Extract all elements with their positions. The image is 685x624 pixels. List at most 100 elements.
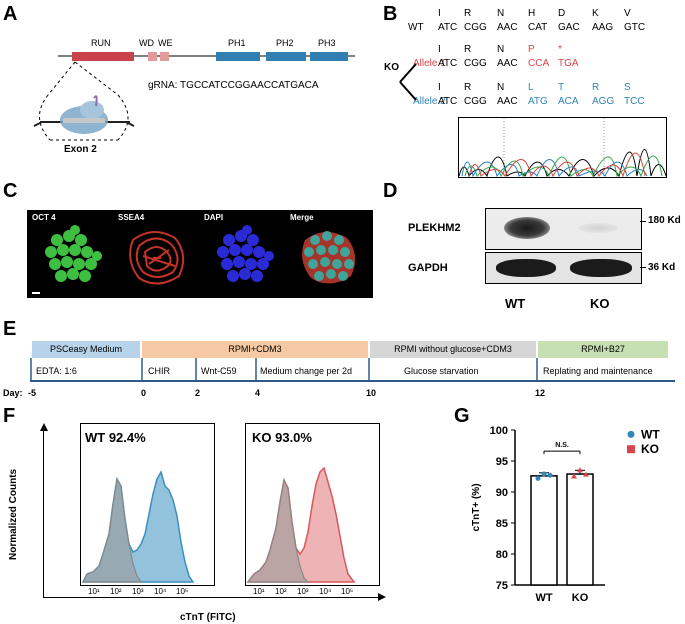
g-xlabel-KO: KO [572,592,589,604]
step-wnt: Wnt-C59 [201,366,237,376]
panel-label-g: G [454,405,470,427]
stage-no-glucose: RPMI without glucose+CDM3 [370,341,536,358]
step-replating: Replating and maintenance [543,366,653,376]
exon-label: Exon 2 [64,144,97,155]
a2-aa-5: R [592,82,600,93]
a2-codon-4: ACA [558,96,579,107]
ph1-domain [216,52,260,61]
wt-codon-4: GAC [558,22,580,33]
a2-aa-2: N [497,82,505,93]
ssea4-label: SSEA4 [118,213,145,222]
g-xlabel-WT: WT [535,592,552,604]
wt-percent: WT 92.4% [85,430,146,445]
g-ylabel: cTnT+ (%) [471,483,482,531]
dapi-label: DAPI [204,213,224,222]
a1-aa-3: P [528,44,535,55]
a1-aa-2: N [497,44,505,55]
wt-codon-3: CAT [528,22,548,33]
f-tick-1-1: 10² [275,587,287,596]
panel-label-a: A [3,3,18,25]
g-ytick-label-4: 95 [496,456,508,468]
f-tick-0-0: 10¹ [88,587,100,596]
wt-aa-3: H [528,8,536,19]
panel-a-diagram [33,52,355,141]
day-2: 2 [195,388,201,398]
a2-aa-0: I [438,82,441,93]
g-ytick-label-3: 90 [496,487,508,499]
plekhm2-label: PLEKHM2 [408,222,461,234]
g-point-WT-0 [535,475,541,481]
a1-codon-0: ATC [438,58,458,69]
ko-percent: KO 93.0% [252,430,312,445]
step-medium-change: Medium change per 2d [260,366,353,376]
stage-rpmi-cdm3: RPMI+CDM3 [142,341,368,358]
g-point-WT-2 [547,472,553,478]
g-legend-ko-marker [627,445,635,454]
stage-b27: RPMI+B27 [538,341,668,358]
ph3-label: PH3 [318,38,336,48]
a1-codon-4: TGA [558,58,579,69]
f-tick-1-2: 10³ [297,587,309,596]
run-domain [72,52,134,61]
allele1-label: Allele 1 [413,58,446,69]
day-minus5: -5 [28,388,37,398]
lane-wt: WT [505,296,526,311]
step-glucose-starvation: Glucose starvation [404,366,479,376]
g-point-KO-2 [583,471,589,477]
wt-codon-2: AAC [497,22,518,33]
run-label: RUN [91,38,111,48]
a1-aa-4: * [558,44,562,55]
merge-label: Merge [290,213,314,222]
a2-aa-1: R [464,82,472,93]
a2-codon-6: TCC [624,96,645,107]
oct4-image: OCT 4 [27,210,113,298]
panel-label-b: B [383,3,398,25]
allele2-label: Allele 2 [413,96,446,107]
a2-codon-2: AAC [497,96,518,107]
wt-aa-6: V [624,8,631,19]
g-ytick-label-1: 80 [496,549,508,561]
step-edta: EDTA: 1:6 [36,366,77,376]
panel-label-d: D [383,180,398,202]
wd-label: WD [139,38,154,48]
grna-sequence: gRNA: TGCCATCCGGAACCATGACA [148,80,319,91]
g-legend-ko: KO [641,442,659,456]
a1-codon-1: CGG [464,58,487,69]
a1-codon-3: CCA [528,58,550,69]
g-legend-wt: WT [641,427,660,441]
panel-label-e: E [3,318,17,340]
g-point-KO-1 [577,467,583,473]
merge-image: Merge [285,210,373,298]
a1-aa-0: I [438,44,441,55]
a2-codon-1: CGG [464,96,487,107]
g-legend-wt-marker [627,430,635,438]
hist-wt: WT 92.4% [80,423,215,586]
step-chir: CHIR [148,366,170,376]
wt-label: WT [408,22,424,33]
we-label: WE [158,38,173,48]
wt-aa-4: D [558,8,566,19]
wt-codon-5: AAG [592,22,614,33]
dapi-image: DAPI [199,210,285,298]
lane-ko: KO [590,296,610,311]
a2-aa-6: S [624,82,631,93]
chromatogram [458,117,667,178]
f-tick-0-1: 10² [110,587,122,596]
ssea4-image: SSEA4 [113,210,199,298]
day-10: 10 [366,388,377,398]
a1-aa-1: R [464,44,472,55]
panel-b-sequences: WT I R N H D K V ATC CGG AAC CAT GAC AAG GTC Allele 1 I R… [0,0,685,180]
g-bar-WT [530,475,558,586]
panel-label-c: C [3,180,18,202]
wt-codon-1: CGG [464,22,487,33]
f-tick-1-0: 10¹ [253,587,265,596]
f-xlabel: cTnT (FITC) [180,612,236,623]
size-180kd: 180 Kd [648,215,681,226]
wd-domain [148,52,157,61]
ph3-domain [310,52,348,61]
wt-aa-2: N [497,8,505,19]
day-0: 0 [141,388,147,398]
wt-aa-1: R [464,8,472,19]
ph2-domain [266,52,306,61]
we-domain [160,52,169,61]
